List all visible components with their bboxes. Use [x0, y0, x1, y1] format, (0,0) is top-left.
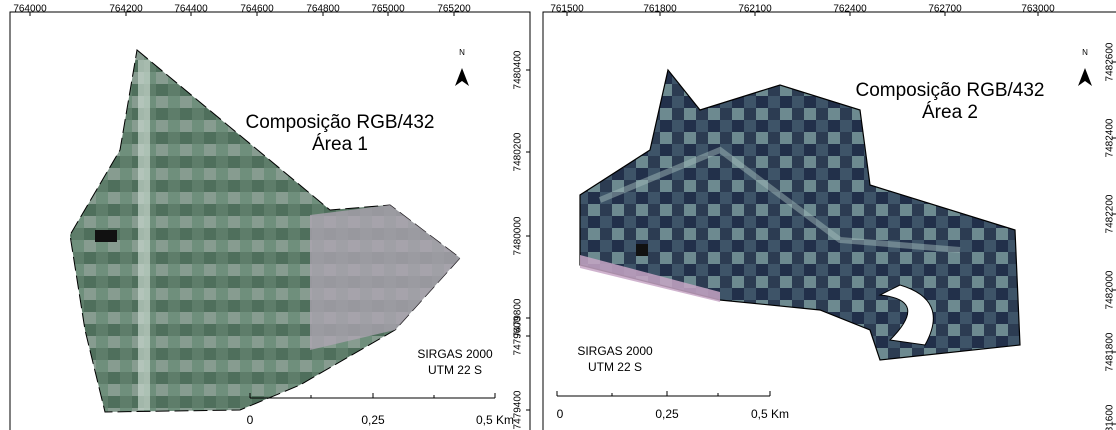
y-tick-label: 7482200 — [1105, 194, 1116, 233]
y-tick-label: 7479400 — [513, 390, 524, 429]
x-tick-label: 762700 — [928, 4, 962, 15]
scale-label: 0,5 Km — [751, 407, 789, 421]
y-tick-label: 7480400 — [513, 50, 524, 89]
x-tick-label: 762100 — [738, 4, 772, 15]
y-tick-label: 7481600 — [1105, 404, 1116, 430]
north-arrow — [455, 68, 469, 86]
scale-label: 0,25 — [655, 407, 679, 421]
scale-bar — [249, 393, 496, 399]
x-tick-label: 764400 — [174, 4, 208, 15]
north-label: N — [459, 48, 465, 57]
x-tick-label: 764800 — [306, 4, 340, 15]
x-tick-label: 765200 — [437, 4, 471, 15]
y-tick-label: 7482600 — [1105, 42, 1116, 81]
y-tick-label: 7481800 — [1105, 332, 1116, 371]
y-tick-label: 7479800 — [513, 298, 524, 337]
x-tick-label: 764200 — [109, 4, 143, 15]
datum: SIRGAS 2000 — [417, 347, 493, 361]
x-tick-label: 764600 — [240, 4, 274, 15]
scale-bar — [556, 391, 771, 397]
title: Área 1 — [312, 134, 368, 155]
y-tick-label: 7480200 — [513, 132, 524, 171]
north-arrow — [1078, 68, 1092, 86]
x-tick-label: 765000 — [371, 4, 405, 15]
title: Composição RGB/432 — [855, 80, 1044, 101]
y-tick-label: 7480000 — [513, 216, 524, 255]
x-tick-label: 761800 — [643, 4, 677, 15]
y-tick-label: 7479600 — [513, 316, 524, 355]
imagery — [579, 68, 1021, 361]
scale-label: 0,5 Km — [476, 413, 514, 427]
datum: SIRGAS 2000 — [577, 344, 653, 358]
title: Composição RGB/432 — [245, 112, 434, 133]
x-tick-label: 763000 — [1021, 4, 1055, 15]
scale-label: 0 — [557, 407, 564, 421]
datum: UTM 22 S — [428, 363, 482, 377]
title: Área 2 — [922, 102, 978, 123]
x-tick-label: 764000 — [13, 4, 47, 15]
datum: UTM 22 S — [588, 360, 642, 374]
north-label: N — [1082, 48, 1088, 57]
y-tick-label: 7482000 — [1105, 270, 1116, 309]
scale-label: 0 — [247, 413, 254, 427]
y-tick-label: 7482400 — [1105, 118, 1116, 157]
x-tick-label: 762400 — [833, 4, 867, 15]
x-tick-label: 761500 — [550, 4, 584, 15]
scale-label: 0,25 — [361, 413, 385, 427]
